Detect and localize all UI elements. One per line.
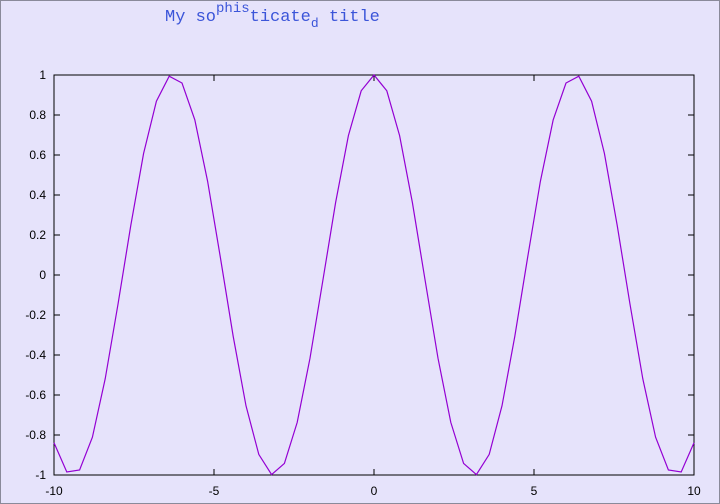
- tick-labels: -10 -5 0 5 10 -1 -0.8 -0.6 -0.4 -0.2 0 0.2 0.4 0.6 0.8…: [25, 68, 701, 498]
- y-tick-label: 1: [39, 68, 46, 82]
- x-tick-label: 5: [531, 484, 538, 498]
- y-tick-label: -1: [35, 468, 46, 482]
- y-tick-label: 0: [39, 268, 46, 282]
- title-part-3: title: [318, 8, 380, 27]
- y-tick-label: 0.4: [29, 188, 46, 202]
- title-part-2: ticate: [249, 8, 311, 27]
- y-tick-label: -0.4: [25, 348, 46, 362]
- chart-title: My sophisticated title: [165, 1, 380, 31]
- x-tick-label: 10: [687, 484, 701, 498]
- y-tick-label: 0.6: [29, 148, 46, 162]
- y-tick-label: 0.8: [29, 108, 46, 122]
- x-tick-label: -5: [209, 484, 220, 498]
- plot-border: [53, 74, 695, 476]
- y-tick-label: -0.8: [25, 428, 46, 442]
- title-superscript: phis: [216, 1, 250, 17]
- x-tick-label: -10: [45, 484, 63, 498]
- x-tick-label: 0: [371, 484, 378, 498]
- y-tick-label: -0.2: [25, 308, 46, 322]
- title-subscript: d: [310, 16, 319, 31]
- tick-marks: [53, 74, 695, 476]
- title-part-1: My so: [165, 8, 217, 27]
- series-line: [53, 74, 695, 476]
- y-tick-label: 0.2: [29, 228, 46, 242]
- y-tick-label: -0.6: [25, 388, 46, 402]
